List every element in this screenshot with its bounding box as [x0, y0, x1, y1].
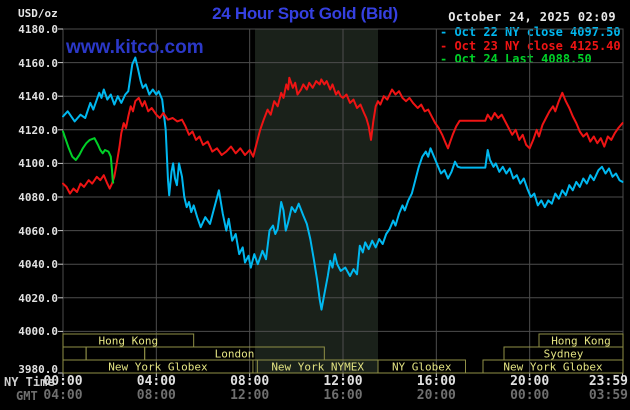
ny-time-tick-label: 16:00 — [416, 374, 456, 389]
gmt-tick-label: 20:00 — [416, 388, 456, 403]
y-axis-unit-label: USD/oz — [18, 7, 58, 20]
session-box-unlabeled — [85, 346, 146, 361]
legend-swatch: - — [440, 38, 455, 53]
chart-timestamp: October 24, 2025 02:09 — [448, 10, 616, 24]
gmt-tick-label: 16:00 — [323, 388, 363, 403]
session-label: New York NYMEX — [271, 361, 364, 374]
legend-swatch: - — [440, 25, 455, 39]
session-label: New York Globex — [108, 361, 208, 374]
kitco-watermark-link[interactable]: www.kitco.com — [66, 37, 204, 58]
y-axis-tick-label: 3980.0 — [18, 363, 58, 376]
ny-time-tick-label: 12:00 — [323, 374, 363, 389]
legend-text: Oct 23 NY close 4125.40 — [454, 38, 621, 53]
y-axis-tick-label: 4180.0 — [18, 23, 58, 36]
y-axis-tick-label: 4100.0 — [18, 157, 58, 171]
gmt-tick-label: 08:00 — [136, 388, 176, 403]
session-label: New York Globex — [503, 361, 603, 374]
y-axis-tick-label: 4020.0 — [18, 291, 58, 305]
y-axis-tick-label: 4120.0 — [18, 123, 58, 137]
y-axis-tick-label: 4080.0 — [18, 191, 58, 204]
session-label: London — [215, 348, 255, 361]
ny-time-tick-label: 00:00 — [43, 374, 83, 389]
nymex-session-band — [255, 29, 378, 373]
session-label: Sydney — [544, 348, 584, 361]
ny-time-tick-label: 23:59 — [588, 374, 628, 389]
gmt-tick-label: 12:00 — [230, 388, 270, 403]
legend-swatch: - — [440, 52, 455, 66]
series-line-oct-23 — [62, 76, 624, 195]
gmt-axis-header: GMT — [16, 389, 38, 403]
series-line-oct-24 — [62, 130, 115, 184]
session-box-unlabeled — [62, 346, 87, 361]
series-line-oct-22 — [62, 56, 624, 311]
session-box-ny-globex — [377, 359, 466, 374]
y-axis-tick-label: 4000.0 — [18, 325, 58, 339]
session-box-new-york-globex — [62, 359, 254, 374]
chart-title: 24 Hour Spot Gold (Bid) — [212, 4, 398, 23]
session-label: Hong Kong — [551, 335, 611, 348]
ny-time-tick-label: 04:00 — [136, 374, 176, 389]
ny-time-tick-label: 08:00 — [230, 374, 270, 389]
session-label: Hong Kong — [99, 335, 159, 348]
gmt-tick-label: 04:00 — [43, 388, 83, 403]
gmt-tick-label: 03:59 — [588, 388, 628, 403]
ny-time-axis-header: NY Time — [4, 375, 55, 389]
y-axis-tick-label: 4160.0 — [18, 56, 58, 70]
gmt-tick-label: 00:00 — [510, 388, 550, 403]
y-axis-tick-label: 4060.0 — [18, 224, 58, 238]
ny-time-tick-label: 20:00 — [510, 374, 550, 389]
session-label: NY Globex — [392, 361, 452, 374]
legend-item: - Oct 23 NY close 4125.40 — [440, 38, 621, 54]
session-box-new-york-globex — [482, 359, 624, 374]
y-axis-tick-label: 4140.0 — [18, 90, 58, 104]
y-axis-tick-label: 4040.0 — [18, 258, 58, 272]
